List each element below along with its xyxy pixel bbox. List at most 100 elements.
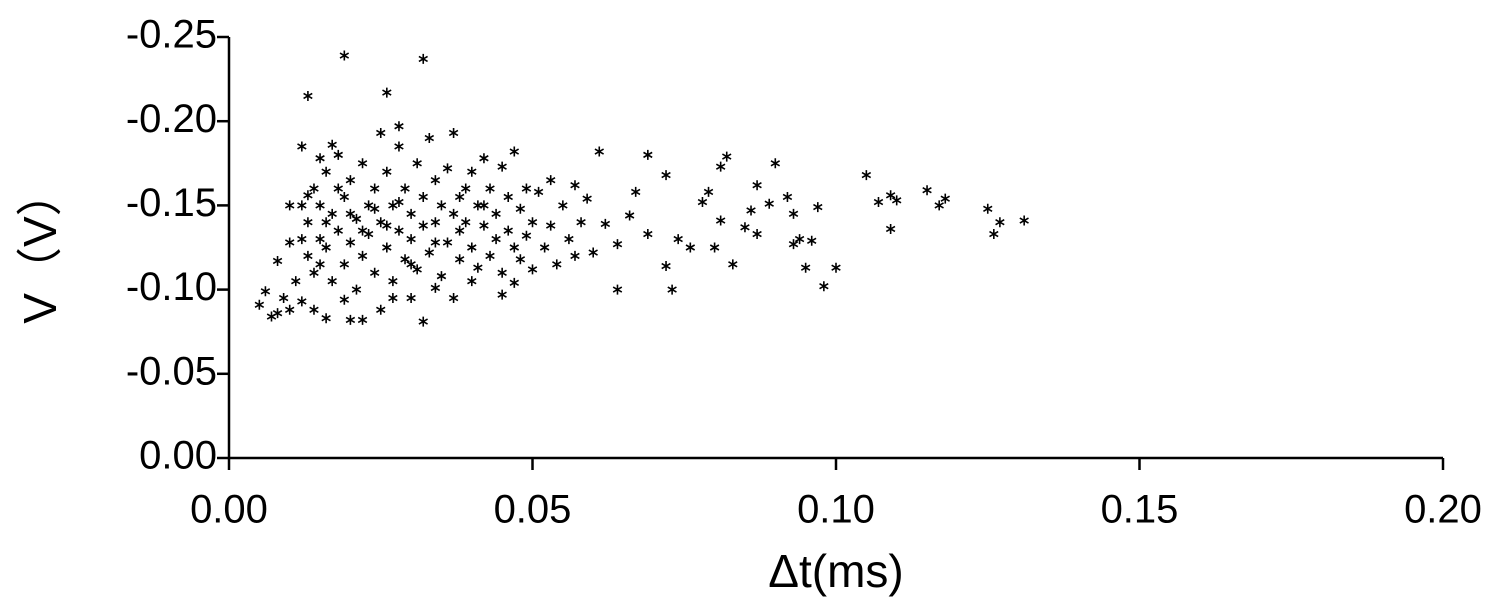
point — [460, 217, 471, 228]
point — [327, 208, 337, 219]
point — [497, 267, 507, 278]
point — [351, 284, 362, 295]
point — [442, 163, 453, 174]
point — [570, 250, 580, 261]
point — [448, 208, 459, 219]
point — [394, 121, 404, 132]
point — [394, 197, 404, 208]
point — [703, 186, 714, 197]
point — [940, 193, 950, 204]
point — [479, 220, 489, 231]
point — [382, 242, 392, 253]
point — [424, 133, 435, 144]
point — [788, 239, 799, 250]
point — [467, 276, 477, 287]
point — [491, 234, 501, 245]
point — [454, 191, 465, 202]
point — [612, 284, 623, 295]
point — [673, 234, 683, 245]
point — [430, 217, 441, 228]
point — [315, 259, 325, 270]
point — [309, 304, 319, 315]
point — [406, 293, 416, 304]
point — [412, 158, 422, 169]
x-tick-label: 0.10 — [797, 488, 875, 532]
point — [545, 175, 556, 186]
point — [752, 180, 762, 191]
point — [709, 242, 720, 253]
point — [806, 235, 817, 246]
point — [448, 127, 459, 138]
point — [715, 215, 726, 226]
point — [594, 146, 605, 157]
point — [297, 141, 307, 152]
point — [515, 203, 526, 214]
x-tick-label: 0.15 — [1101, 488, 1179, 532]
point — [436, 200, 447, 211]
point — [284, 304, 295, 315]
point — [497, 161, 507, 172]
point — [327, 139, 337, 150]
point — [521, 183, 532, 194]
point — [630, 186, 641, 197]
point — [260, 286, 271, 297]
point — [448, 293, 459, 304]
point — [400, 183, 410, 194]
point — [321, 166, 331, 177]
point — [278, 293, 289, 304]
point — [339, 294, 350, 305]
point — [819, 281, 829, 292]
point — [382, 220, 392, 231]
point — [813, 202, 823, 213]
point — [728, 259, 738, 270]
point — [369, 267, 380, 278]
point — [770, 158, 781, 169]
point — [297, 234, 307, 245]
point — [315, 234, 325, 245]
point — [454, 254, 465, 265]
point — [861, 170, 872, 181]
point — [624, 210, 635, 221]
point — [533, 186, 544, 197]
x-tick-label: 0.20 — [1404, 488, 1482, 532]
point — [643, 149, 653, 160]
point — [831, 262, 841, 273]
point — [995, 217, 1005, 228]
point — [357, 250, 368, 261]
point — [891, 195, 902, 206]
point — [479, 200, 489, 211]
point — [376, 304, 386, 315]
point — [321, 242, 331, 253]
point — [989, 229, 999, 240]
point — [345, 208, 356, 219]
point — [303, 250, 313, 261]
point — [552, 259, 562, 270]
x-tick-label: 0.00 — [190, 488, 268, 532]
point — [272, 255, 283, 266]
point — [363, 200, 374, 211]
point — [509, 146, 520, 157]
point — [764, 198, 774, 209]
point — [369, 203, 380, 214]
point — [333, 225, 343, 236]
point — [752, 229, 762, 240]
point — [515, 254, 526, 265]
point — [339, 259, 350, 270]
point — [412, 264, 422, 275]
point — [794, 234, 805, 245]
point — [800, 262, 811, 273]
y-tick-label: -0.25 — [126, 13, 217, 57]
point — [612, 239, 623, 250]
point — [442, 237, 453, 248]
point — [570, 180, 580, 191]
point — [266, 311, 277, 322]
point — [788, 208, 799, 219]
point — [430, 175, 441, 186]
point — [345, 314, 356, 325]
point — [643, 229, 653, 240]
point — [291, 276, 301, 287]
point — [430, 237, 441, 248]
point — [885, 223, 896, 234]
point — [394, 225, 404, 236]
